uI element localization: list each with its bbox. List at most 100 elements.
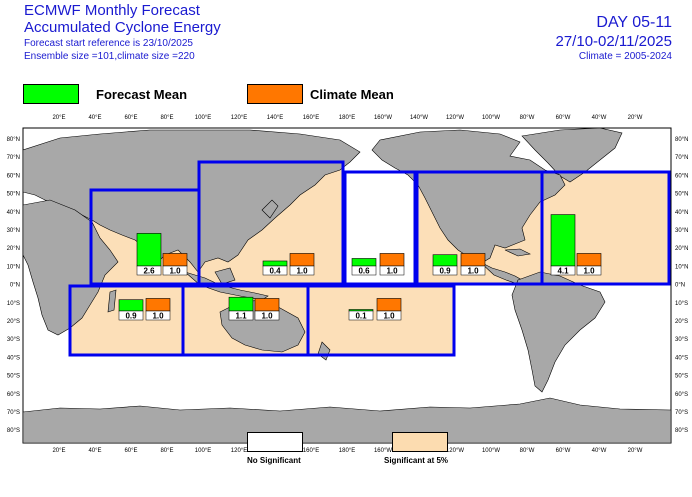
climate-value-box: [576, 265, 602, 276]
forecast-value-box: [432, 265, 458, 276]
forecast-bar: [550, 214, 576, 267]
lat-label-right: 10°S: [675, 301, 688, 307]
date-range: 27/10-02/11/2025: [555, 33, 673, 50]
climate-value-label: 1.0: [169, 267, 181, 276]
forecast-bar: [351, 258, 377, 267]
borneo: [214, 267, 236, 285]
forecast-value-label: 0.1: [355, 312, 367, 321]
climate-value-box: [162, 265, 188, 276]
no-significant-swatch: [247, 432, 303, 452]
lon-label-bottom: 100°W: [482, 448, 500, 454]
lat-label-right: 70°N: [675, 155, 688, 161]
lon-label-bottom: 40°E: [88, 448, 101, 454]
lon-label-top: 120°W: [446, 115, 464, 121]
no-significant-label: No Significant: [247, 456, 301, 465]
forecast-value-box: [351, 265, 377, 276]
forecast-mean-swatch: [23, 84, 79, 104]
climate-bar: [460, 253, 486, 267]
forecast-reference: Forecast start reference is 23/10/2025: [24, 38, 193, 49]
lat-label-right: 60°N: [675, 173, 688, 179]
lon-label-top: 60°E: [124, 115, 137, 121]
greenland: [521, 128, 623, 183]
climate-mean-label: Climate Mean: [310, 87, 394, 102]
lat-label-right: 30°S: [675, 337, 688, 343]
lon-label-top: 140°W: [410, 115, 428, 121]
forecast-value-label: 4.1: [557, 267, 569, 276]
forecast-value-label: 1.1: [235, 312, 247, 321]
climate-period: Climate = 2005-2024: [578, 51, 672, 62]
lon-label-top: 140°E: [267, 115, 283, 121]
ace-bars: 2.6 1.0 0.4 1.0 0.6 1.0 0.9 1.0 4.1 1.0 0.9 1.0 1.1 1…: [118, 214, 602, 321]
lon-label-top: 20°E: [52, 115, 65, 121]
forecast-value-label: 0.4: [269, 267, 281, 276]
lon-label-top: 100°E: [195, 115, 211, 121]
lat-label-right: 80°S: [675, 428, 688, 434]
lat-label-left: 40°S: [7, 355, 20, 361]
forecast-value-box: [136, 265, 162, 276]
madagascar: [107, 289, 117, 313]
lat-label-left: 40°N: [7, 210, 20, 216]
lon-label-top: 80°E: [160, 115, 173, 121]
climate-value-label: 1.0: [261, 312, 273, 321]
climate-value-label: 1.0: [583, 267, 595, 276]
lat-label-right: 40°N: [675, 210, 688, 216]
lat-label-right: 50°S: [675, 374, 688, 380]
climate-bar: [576, 253, 602, 267]
japan: [261, 199, 279, 219]
lon-label-top: 60°W: [556, 115, 571, 121]
climate-bar: [145, 298, 171, 312]
lon-label-top: 80°W: [520, 115, 535, 121]
lon-label-bottom: 20°W: [628, 448, 643, 454]
lat-label-left: 0°N: [10, 283, 20, 289]
forecast-value-box: [550, 265, 576, 276]
lon-label-bottom: 60°W: [556, 448, 571, 454]
lat-label-left: 20°S: [7, 319, 20, 325]
lon-label-top: 160°W: [374, 115, 392, 121]
climate-bar: [254, 298, 280, 312]
lon-label-top: 20°W: [628, 115, 643, 121]
lat-label-right: 0°N: [675, 283, 685, 289]
climate-value-label: 1.0: [386, 267, 398, 276]
region-border: [306, 284, 456, 357]
forecast-bar: [262, 260, 288, 267]
lat-label-right: 40°S: [675, 355, 688, 361]
lon-label-top: 100°W: [482, 115, 500, 121]
north-america: [371, 129, 566, 265]
lon-label-bottom: 120°E: [231, 448, 247, 454]
region-borders: [68, 160, 671, 357]
climate-mean-swatch: [247, 84, 303, 104]
lat-label-left: 20°N: [7, 246, 20, 252]
climate-value-box: [145, 310, 171, 321]
forecast-bar: [136, 233, 162, 267]
lon-label-bottom: 160°E: [303, 448, 319, 454]
forecast-mean-label: Forecast Mean: [96, 87, 188, 102]
antarctica: [23, 397, 671, 443]
lat-label-right: 20°S: [675, 319, 688, 325]
ensemble-size: Ensemble size =101,climate size =220: [24, 51, 195, 62]
forecast-value-box: [348, 310, 374, 321]
day-range: DAY 05-11: [596, 14, 672, 31]
lat-label-left: 60°N: [7, 173, 20, 179]
forecast-value-box: [118, 310, 144, 321]
region-border: [343, 170, 417, 286]
lat-label-right: 50°N: [675, 192, 688, 198]
lon-label-top: 120°E: [231, 115, 247, 121]
climate-value-box: [376, 310, 402, 321]
cuba: [504, 248, 531, 257]
climate-bar: [289, 253, 315, 267]
lon-label-bottom: 100°E: [195, 448, 211, 454]
lat-label-left: 30°S: [7, 337, 20, 343]
lat-label-left: 30°N: [7, 228, 20, 234]
lon-label-top: 180°E: [339, 115, 355, 121]
lon-label-bottom: 20°E: [52, 448, 65, 454]
title-line-2: Accumulated Cyclone Energy: [24, 19, 221, 36]
climate-bar: [162, 253, 188, 267]
forecast-bar: [118, 299, 144, 312]
forecast-value-label: 0.9: [439, 267, 451, 276]
lat-label-left: 50°S: [7, 374, 20, 380]
climate-value-label: 1.0: [467, 267, 479, 276]
forecast-bar: [432, 254, 458, 267]
lat-label-left: 70°N: [7, 155, 20, 161]
significant-label: Significant at 5%: [384, 456, 449, 465]
